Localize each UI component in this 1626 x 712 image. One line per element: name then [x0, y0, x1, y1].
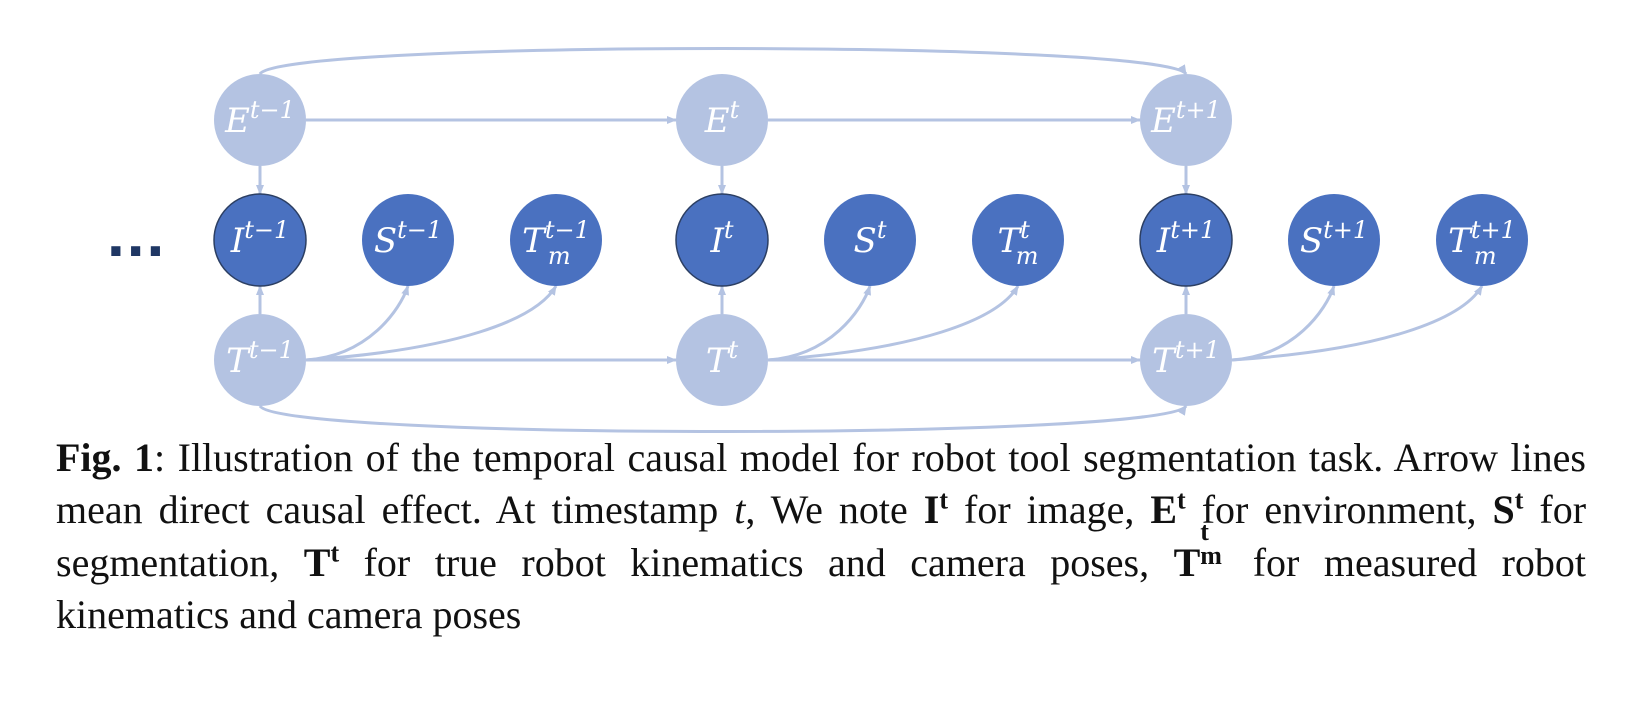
node-image-0-circle [213, 193, 307, 287]
node-meas-1-circle [972, 194, 1064, 286]
node-true-1-circle [676, 314, 768, 406]
figure-caption: Fig. 1: Illustration of the temporal cau… [56, 432, 1586, 641]
caption-text-3: for image, [948, 487, 1151, 532]
edge-true-skip [258, 404, 1188, 433]
caption-text-5: for segmentation, [56, 487, 1587, 585]
caption-var-t: t [734, 487, 746, 532]
node-env-0-circle [214, 74, 306, 166]
caption-symbol-image: It [923, 485, 949, 532]
node-env-1-circle [676, 74, 768, 166]
caption-text-1: : Illustration of the temporal causal mo… [56, 435, 1587, 532]
node-env-2: Et+1 [1140, 74, 1232, 166]
caption-text-6: for true robot kinematics and camera pos… [339, 540, 1174, 585]
node-env-2-label: Et+1 [1150, 96, 1221, 141]
node-env-1: Et [676, 74, 768, 166]
edge-true-meas-1 [767, 285, 1020, 362]
caption-text-2: , We note [745, 487, 924, 532]
node-seg-0: St−1 [362, 194, 454, 286]
node-image-1-label: It [709, 216, 733, 261]
edge-true-seg-2 [1231, 285, 1336, 362]
node-true-2-circle [1140, 314, 1232, 406]
caption-text-7: for measured robot kinematics and camera… [56, 540, 1587, 637]
node-true-0-label: Tt−1 [226, 336, 294, 381]
node-meas-2: Tt+1 m [1436, 194, 1528, 286]
ellipsis: ... [106, 209, 165, 269]
node-meas-0-circle [510, 194, 602, 286]
node-env-0-label: Et−1 [224, 96, 295, 141]
node-true-2: Tt+1 [1140, 314, 1232, 406]
node-true-1-label: Tt [706, 336, 739, 381]
node-seg-1: St [824, 194, 916, 286]
node-env-2-circle [1140, 74, 1232, 166]
figure-label: Fig. 1 [56, 435, 155, 480]
edges-layer [256, 47, 1484, 433]
node-env-0: Et−1 [214, 74, 306, 166]
edge-true-meas-0 [305, 285, 558, 362]
node-image-0: It−1 [213, 193, 307, 287]
caption-symbol-segmentation: St [1492, 485, 1524, 532]
edge-true-seg-1 [767, 285, 872, 362]
caption-symbol-true-kinematics: Tt [303, 538, 340, 585]
node-true-1: Tt [676, 314, 768, 406]
node-image-2-label: It+1 [1156, 216, 1215, 261]
node-image-1-circle [675, 193, 769, 287]
node-seg-0-circle [362, 194, 454, 286]
node-meas-0-label: Tt−1 m [522, 216, 590, 270]
node-seg-0-label: St−1 [374, 216, 442, 261]
node-image-0-label: It−1 [230, 216, 289, 261]
edge-env-skip [258, 47, 1188, 76]
causal-model-diagram: Et−1 Tt−1 It−1 St−1 Tt−1 m Et Tt It St Tt m Et+1 Tt+1… [106, 47, 1528, 433]
node-seg-2: St+1 [1288, 194, 1380, 286]
node-seg-1-circle [824, 194, 916, 286]
caption-text-4: for environment, [1185, 487, 1493, 532]
node-env-1-label: Et [704, 96, 740, 141]
edge-true-seg-0 [305, 285, 410, 362]
node-true-0-circle [214, 314, 306, 406]
node-seg-2-circle [1288, 194, 1380, 286]
edge-true-meas-2 [1231, 285, 1484, 362]
nodes-layer: Et−1 Tt−1 It−1 St−1 Tt−1 m Et Tt It St Tt m Et+1 Tt+1… [213, 74, 1528, 406]
node-seg-2-label: St+1 [1300, 216, 1368, 261]
node-true-2-label: Tt+1 [1152, 336, 1220, 381]
node-meas-1: Tt m [972, 194, 1064, 286]
node-seg-1-label: St [854, 216, 887, 261]
node-meas-2-label: Tt+1 m [1448, 216, 1516, 270]
node-image-2-circle [1139, 193, 1233, 287]
caption-symbol-environment: Et [1150, 485, 1186, 532]
node-true-0: Tt−1 [214, 314, 306, 406]
node-meas-0: Tt−1 m [510, 194, 602, 286]
node-image-2: It+1 [1139, 193, 1233, 287]
node-meas-1-label: Tt m [997, 216, 1038, 270]
node-meas-2-circle [1436, 194, 1528, 286]
node-image-1: It [675, 193, 769, 287]
